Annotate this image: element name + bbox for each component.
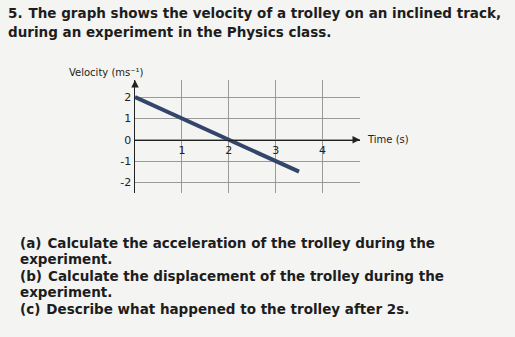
svg-text:1: 1 bbox=[178, 144, 185, 157]
html-text:(c) Describe what happened to: (c) Describe what happened to the trolle… bbox=[20, 301, 410, 317]
svg-text:0: 0 bbox=[124, 134, 131, 147]
svg-text:1: 1 bbox=[124, 112, 131, 125]
svg-text:-2: -2 bbox=[120, 176, 131, 189]
svg-text:4: 4 bbox=[319, 144, 326, 157]
svg-text:2: 2 bbox=[124, 91, 131, 104]
html-text:Calculate the displacement of: Calculate the displacement of the trolle… bbox=[20, 268, 444, 300]
svg-text:Time (s): Time (s) bbox=[367, 134, 409, 145]
html-text:5. The graph shows the velocit: 5. The graph shows the velocity of a tro… bbox=[8, 5, 501, 40]
svg-text:2: 2 bbox=[225, 144, 232, 157]
svg-text:Velocity (ms⁻¹): Velocity (ms⁻¹) bbox=[69, 67, 144, 78]
html-text:(b): (b) bbox=[20, 268, 42, 284]
html-text:(a) Calculate the acceleration: (a) Calculate the acceleration of the tr… bbox=[20, 235, 435, 267]
svg-text:3: 3 bbox=[272, 144, 279, 157]
svg-text:-1: -1 bbox=[120, 155, 131, 168]
